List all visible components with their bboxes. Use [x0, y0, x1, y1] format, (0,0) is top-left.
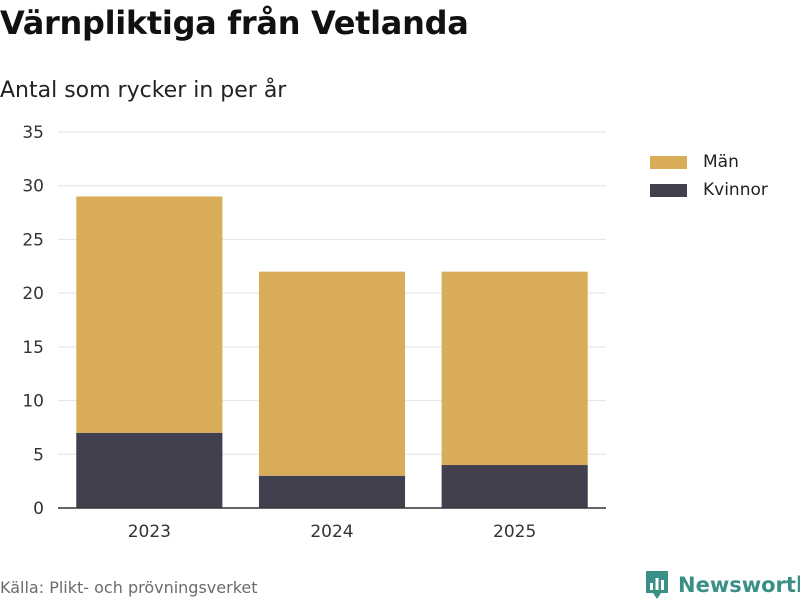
y-tick-label: 10 — [22, 392, 44, 412]
legend-item-man[interactable]: Män — [650, 148, 768, 176]
bar-kvinnor-2025 — [441, 465, 588, 508]
bar-kvinnor-2023 — [76, 432, 223, 508]
brand-logo[interactable]: Newsworthy — [644, 569, 800, 601]
x-tick-label: 2024 — [310, 522, 353, 542]
y-tick-label: 30 — [22, 177, 44, 197]
x-tick-label: 2023 — [128, 522, 171, 542]
legend-swatch-kvinnor — [650, 183, 687, 197]
y-tick-label: 5 — [33, 445, 44, 465]
bar-man-2025 — [441, 271, 588, 466]
newsworthy-logo-icon — [646, 571, 668, 599]
x-tick-label: 2025 — [493, 522, 536, 542]
chart-subtitle: Antal som rycker in per år — [0, 78, 287, 103]
y-tick-label: 0 — [33, 499, 44, 519]
legend-item-kvinnor[interactable]: Kvinnor — [650, 176, 768, 204]
source-note: Källa: Plikt- och prövningsverket — [0, 578, 258, 597]
bar-man-2024 — [258, 271, 406, 476]
y-tick-label: 15 — [22, 338, 44, 358]
bar-kvinnor-2024 — [258, 475, 406, 508]
y-tick-label: 20 — [22, 284, 44, 304]
y-tick-label: 35 — [22, 123, 44, 143]
legend-label-kvinnor: Kvinnor — [703, 180, 768, 200]
legend: Män Kvinnor — [650, 148, 768, 204]
brand-label: Newsworthy — [678, 573, 800, 597]
bar-man-2023 — [76, 196, 223, 433]
legend-label-man: Män — [703, 152, 739, 172]
legend-swatch-man — [650, 155, 687, 169]
y-tick-label: 25 — [22, 230, 44, 250]
chart-title: Värnpliktiga från Vetlanda — [0, 4, 469, 42]
